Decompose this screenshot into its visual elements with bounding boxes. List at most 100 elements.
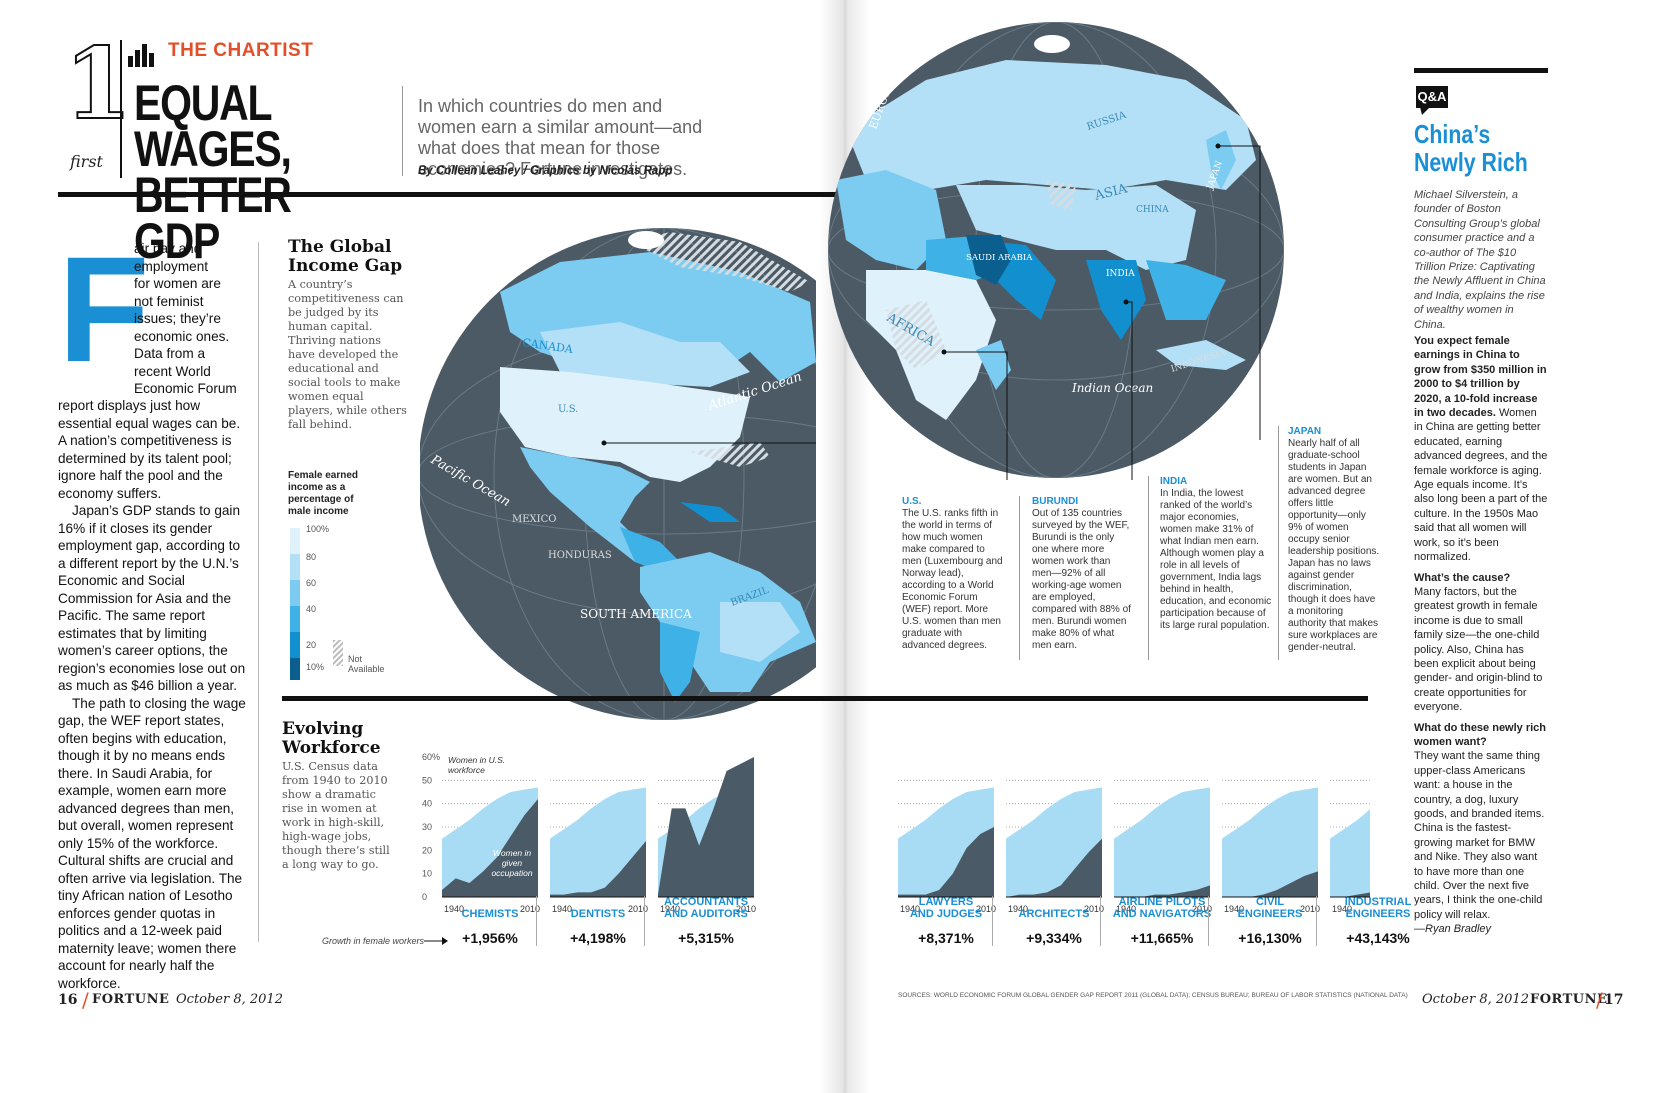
workforce-title: Evolving Workforce: [282, 719, 381, 758]
y-tick-label: 30: [422, 822, 432, 832]
label-saudi: SAUDI ARABIA: [966, 253, 1033, 263]
x-tick-label: 1940: [900, 904, 920, 914]
income-gap-title: The Global Income Gap: [288, 237, 403, 276]
section-label: THE CHARTIST: [168, 40, 314, 61]
workforce-area: [550, 787, 646, 897]
label-india: INDIA: [1106, 269, 1135, 279]
legend-tick: 60: [306, 578, 317, 588]
growth-value: +4,198%: [570, 930, 626, 946]
arrow-right-icon: [424, 937, 448, 945]
date-right: October 8, 2012: [1422, 992, 1529, 1007]
sources: SOURCES: WORLD ECONOMIC FORUM GLOBAL GEN…: [898, 992, 1408, 999]
column-divider: [258, 242, 259, 942]
legend-title: Female earned income as a percentage of …: [288, 470, 359, 517]
sidebar-rule: [1414, 68, 1548, 73]
x-tick-label: 2010: [520, 904, 540, 914]
department-number: 1: [63, 27, 133, 142]
callout-burundi: BURUNDI Out of 135 countries surveyed by …: [1032, 496, 1131, 651]
occupation-label: ARCHITECTS: [1018, 908, 1090, 920]
occupation-label: LAWYERS AND JUDGES: [909, 896, 983, 920]
qa-tag: Q&A: [1416, 86, 1448, 108]
occupation-area: [658, 757, 754, 897]
label-mexico: MEXICO: [512, 514, 556, 525]
workforce-area: [1114, 787, 1210, 897]
callout-india: INDIA In India, the lowest ranked of the …: [1160, 476, 1272, 631]
header-divider: [120, 40, 122, 178]
occupation-label: DENTISTS: [570, 908, 626, 920]
label-us: U.S.: [558, 404, 578, 415]
occupation-chart: 1940 2010: [1006, 779, 1104, 914]
x-tick-label: 1940: [1008, 904, 1028, 914]
label-indian-ocean: Indian Ocean: [1071, 381, 1153, 395]
sidebar-title: China’s Newly Rich: [1414, 119, 1528, 177]
dek-divider: [402, 86, 403, 176]
occupation-chart: 1940 2010: [898, 779, 996, 914]
label-divider: [644, 896, 645, 946]
slash-right: /: [1596, 988, 1603, 1012]
x-tick-label: 1940: [552, 904, 572, 914]
drop-cap: F: [58, 225, 150, 393]
income-gap-text: A country’s competitiveness can be judge…: [288, 278, 407, 431]
speech-tail-icon: [1420, 107, 1430, 115]
y-tick-label: 40: [422, 799, 432, 809]
annotation-occupation: Women in given occupation: [491, 848, 533, 878]
occupation-label: AIRLINE PILOTS AND NAVIGATORS: [1112, 896, 1212, 920]
header-rule: [58, 192, 908, 197]
callout-divider: [1278, 426, 1279, 660]
y-tick-label: 50: [422, 775, 432, 785]
x-tick-label: 2010: [628, 904, 648, 914]
growth-value: +16,130%: [1238, 930, 1302, 946]
growth-value: +1,956%: [462, 930, 518, 946]
article-body: report displays just how essential equal…: [58, 398, 246, 991]
y-tick-label: 0: [422, 892, 427, 902]
label-divider: [536, 896, 537, 946]
growth-value: +5,315%: [678, 930, 734, 946]
headline: EQUAL WAGES, BETTER GDP: [134, 75, 292, 269]
slash-left: /: [82, 988, 89, 1012]
x-tick-label: 2010: [1084, 904, 1104, 914]
chartist-bar-icon: [128, 44, 154, 67]
callout-divider: [1148, 476, 1149, 660]
page-number-left: 16: [58, 992, 78, 1008]
occupation-label: CHEMISTS: [461, 908, 519, 920]
workforce-rule: [282, 696, 1368, 701]
legend-scale: [290, 528, 300, 680]
label-divider: [1316, 896, 1317, 946]
magazine-name-right: FORTUNE: [1530, 992, 1608, 1007]
page-number-right: 17: [1604, 992, 1624, 1008]
workforce-text: U.S. Census data from 1940 to 2010 show …: [282, 760, 390, 871]
x-tick-label: 1940: [1116, 904, 1136, 914]
occupation-label: ACCOUNTANTS AND AUDITORS: [663, 896, 749, 920]
callout-us: U.S. The U.S. ranks fifth in the world in…: [902, 496, 1003, 651]
not-available-swatch: [333, 640, 343, 666]
occupation-area: [1006, 838, 1102, 897]
x-tick-label: 2010: [736, 904, 756, 914]
legend-tick: 40: [306, 604, 317, 614]
x-tick-label: 2010: [976, 904, 996, 914]
workforce-area: [1222, 787, 1318, 897]
annotation-workforce: Women in U.S. workforce: [448, 755, 506, 775]
date-left: October 8, 2012: [176, 992, 283, 1007]
dek: In which countries do men and women earn…: [418, 96, 703, 179]
label-honduras: HONDURAS: [548, 550, 612, 561]
not-available-label: Not Available: [348, 654, 385, 674]
y-tick-label: 60%: [422, 752, 440, 762]
label-china: CHINA: [1136, 205, 1169, 215]
globe-americas: CANADA U.S. Atlantic Ocean Pacific Ocean…: [420, 228, 816, 720]
legend-tick: 20: [306, 640, 317, 650]
occupation-area: [1222, 871, 1318, 897]
occupation-label: CIVIL ENGINEERS: [1237, 896, 1303, 920]
legend-tick: 100%: [306, 524, 330, 534]
growth-value: +43,143%: [1346, 930, 1410, 946]
label-divider: [992, 896, 993, 946]
workforce-charts: 60% 50 40 30 20 10 0 1940 2010 1940 2010 1940 2010 19…: [400, 725, 1428, 925]
legend-tick: 10%: [306, 662, 325, 672]
growth-value: +9,334%: [1026, 930, 1082, 946]
occupation-area: [1114, 885, 1210, 897]
workforce-chart-svg: 60% 50 40 30 2010 0 1940 2010 1940 2010 1940 2010 19…: [422, 752, 1428, 914]
